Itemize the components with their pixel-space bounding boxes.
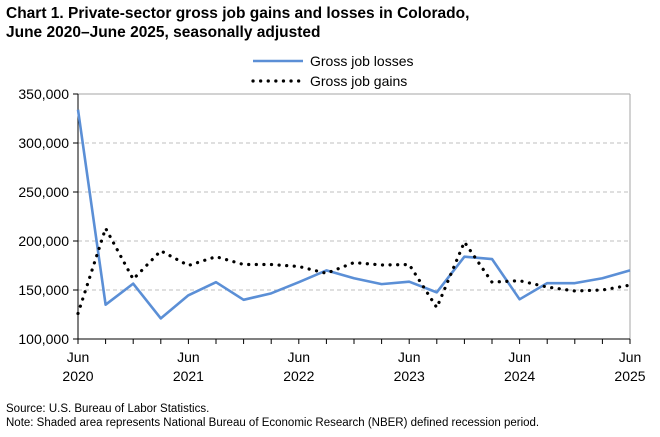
chart-title-line1: Chart 1. Private-sector gross job gains … <box>6 5 470 22</box>
x-tick-label-month: Jun <box>508 349 531 365</box>
x-tick-label-year: 2020 <box>62 368 93 384</box>
x-tick-label-month: Jun <box>288 349 311 365</box>
x-tick-label-year: 2022 <box>283 368 314 384</box>
y-tick-label: 150,000 <box>18 282 69 298</box>
recession-note: Note: Shaded area represents National Bu… <box>6 417 540 429</box>
y-tick-label: 250,000 <box>18 184 69 200</box>
y-tick-label: 350,000 <box>18 86 69 102</box>
legend-label: Gross job gains <box>310 73 407 89</box>
x-tick-label-year: 2025 <box>614 368 645 384</box>
x-tick-label-month: Jun <box>398 349 421 365</box>
y-tick-label: 200,000 <box>18 233 69 249</box>
x-tick-label-year: 2024 <box>504 368 535 384</box>
series-line-gains <box>76 226 632 316</box>
source-note: Source: U.S. Bureau of Labor Statistics. <box>6 403 210 415</box>
chart-title-line2: June 2020–June 2025, seasonally adjusted <box>6 24 321 41</box>
legend-label: Gross job losses <box>310 53 413 69</box>
x-tick-label-year: 2021 <box>173 368 204 384</box>
x-tick-label-month: Jun <box>177 349 200 365</box>
x-tick-label-month: Jun <box>67 349 90 365</box>
chart-title: Chart 1. Private-sector gross job gains … <box>6 4 469 42</box>
x-tick-label-month: Jun <box>619 349 642 365</box>
y-tick-label: 100,000 <box>18 331 69 347</box>
x-tick-label-year: 2023 <box>394 368 425 384</box>
y-tick-label: 300,000 <box>18 135 69 151</box>
series-line-losses <box>76 109 631 320</box>
